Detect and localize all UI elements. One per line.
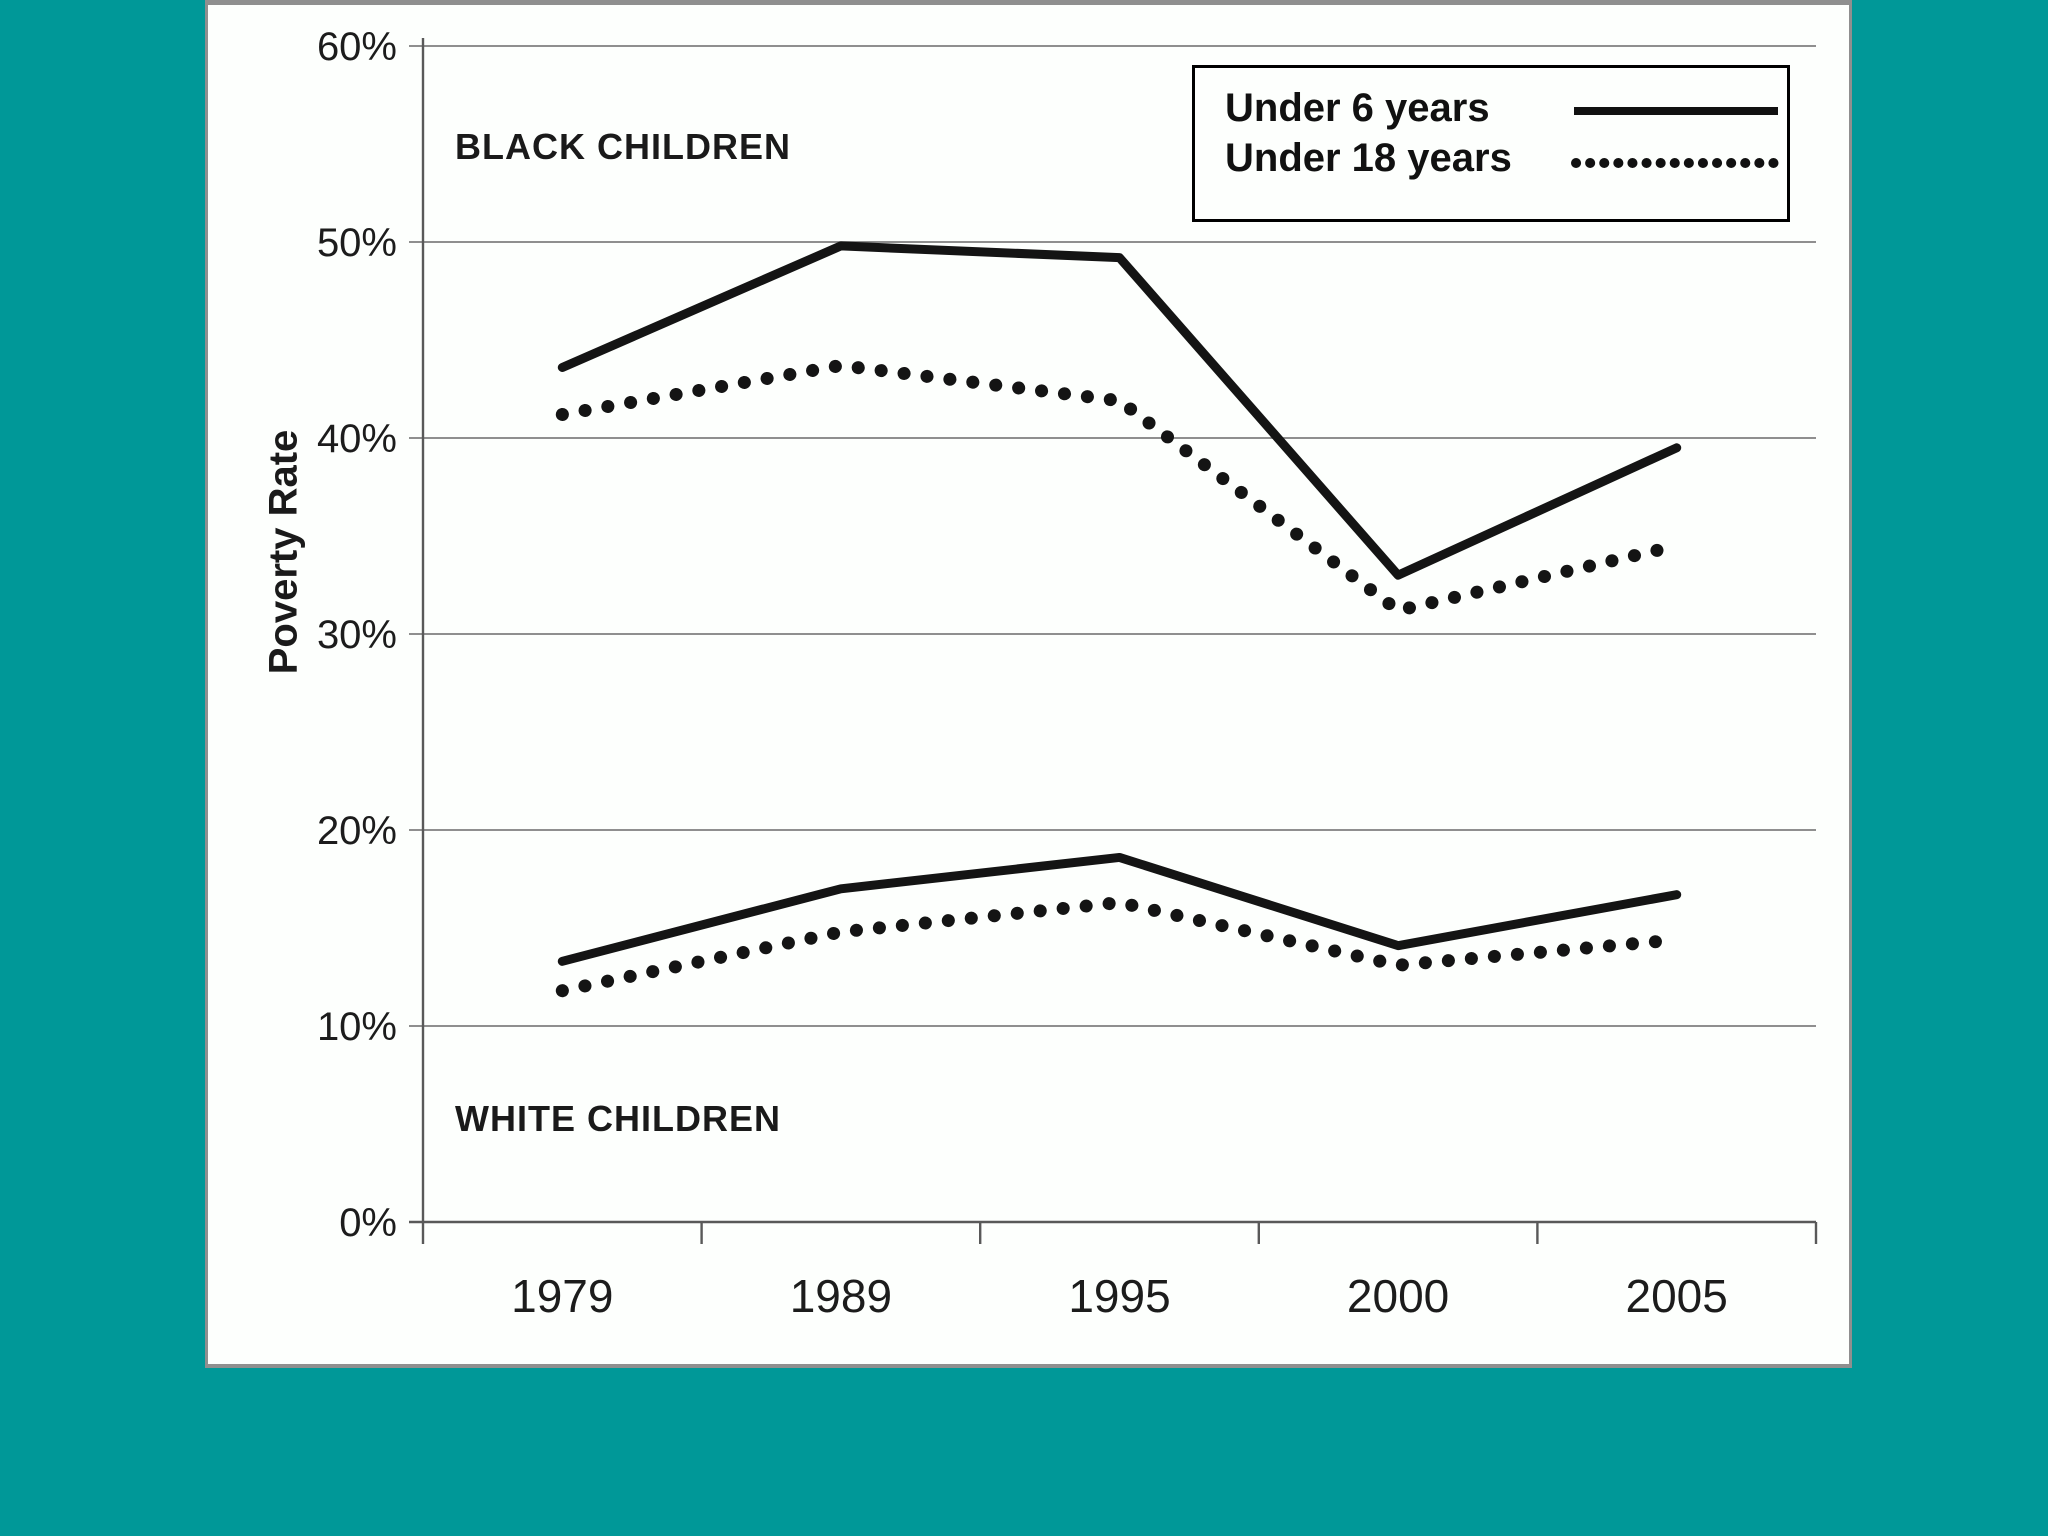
- legend: Under 6 years Under 18 years: [1192, 65, 1790, 222]
- legend-solid-line-sample: [1574, 107, 1778, 115]
- legend-dotted-line-sample: [1571, 158, 1782, 168]
- black-children-label: BLACK CHILDREN: [455, 126, 791, 167]
- chart-panel: [205, 0, 1852, 1368]
- legend-row-under-6: Under 6 years: [1225, 83, 1787, 133]
- legend-label-under-6: Under 6 years: [1225, 85, 1490, 130]
- white-children-label: WHITE CHILDREN: [455, 1098, 781, 1139]
- legend-label-under-18: Under 18 years: [1225, 135, 1512, 180]
- legend-row-under-18: Under 18 years: [1225, 133, 1787, 183]
- y-axis-title: Poverty Rate: [261, 429, 306, 675]
